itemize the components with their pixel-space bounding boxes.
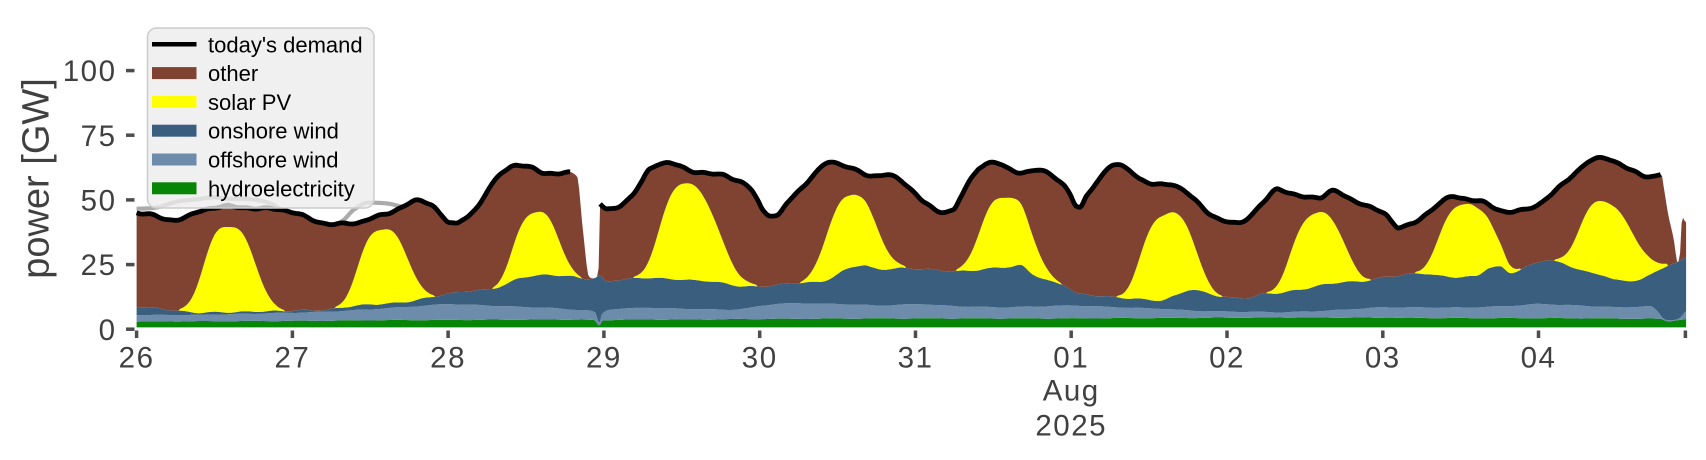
svg-text:other: other (208, 61, 258, 86)
svg-text:04: 04 (1521, 342, 1557, 375)
svg-text:50: 50 (81, 185, 117, 218)
svg-text:today's demand: today's demand (208, 32, 363, 57)
svg-text:2025: 2025 (1035, 410, 1107, 443)
svg-text:01: 01 (1053, 342, 1089, 375)
svg-text:hydroelectricity: hydroelectricity (208, 176, 355, 201)
svg-text:31: 31 (898, 342, 934, 375)
svg-text:02: 02 (1209, 342, 1245, 375)
svg-text:0: 0 (99, 314, 117, 347)
svg-text:30: 30 (742, 342, 778, 375)
svg-text:100: 100 (63, 55, 117, 88)
svg-text:26: 26 (119, 342, 155, 375)
svg-text:28: 28 (430, 342, 466, 375)
svg-text:onshore wind: onshore wind (208, 119, 339, 144)
svg-text:29: 29 (586, 342, 622, 375)
svg-text:75: 75 (81, 120, 117, 153)
svg-text:25: 25 (81, 249, 117, 282)
svg-text:03: 03 (1365, 342, 1401, 375)
svg-text:power [GW]: power [GW] (16, 78, 58, 279)
svg-text:27: 27 (274, 342, 310, 375)
svg-text:Aug: Aug (1043, 375, 1100, 408)
svg-text:solar PV: solar PV (208, 90, 291, 115)
svg-text:offshore wind: offshore wind (208, 148, 338, 173)
